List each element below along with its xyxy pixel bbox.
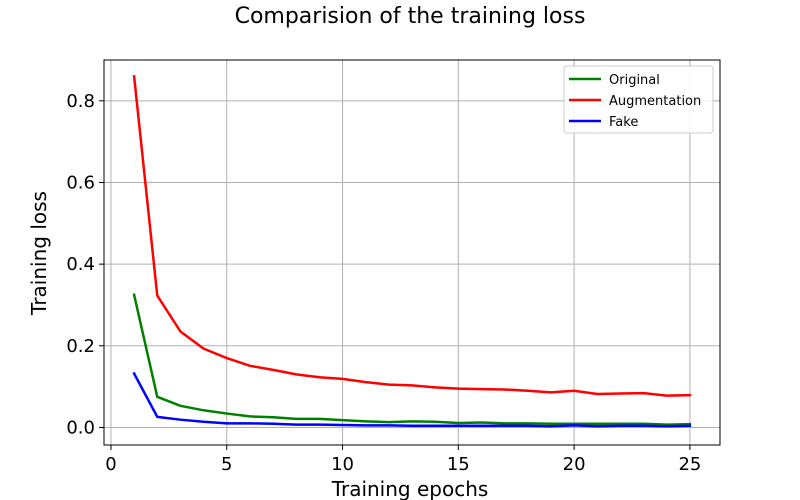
plot-frame <box>103 59 721 446</box>
chart-title: Comparision of the training loss <box>235 4 586 29</box>
x-tick-label: 10 <box>331 454 354 475</box>
x-axis-label: Training epochs <box>331 477 489 500</box>
x-tick-label: 25 <box>678 454 701 475</box>
series-lines <box>132 74 692 428</box>
y-tick-label: 0.0 <box>66 417 95 438</box>
legend-label-fake: Fake <box>609 115 638 130</box>
axis-ticks: 0 5 10 15 20 25 0.0 0.2 0.4 0.6 0.8 <box>66 91 701 475</box>
y-axis-label: Training loss <box>27 191 51 316</box>
y-tick-label: 0.2 <box>66 336 95 357</box>
x-tick-label: 15 <box>447 454 470 475</box>
y-tick-label: 0.6 <box>66 172 95 193</box>
series-line-original <box>132 293 692 426</box>
x-tick-label: 0 <box>105 454 116 475</box>
legend-label-augmentation: Augmentation <box>609 94 701 109</box>
x-tick-label: 20 <box>563 454 586 475</box>
y-tick-label: 0.4 <box>66 254 95 275</box>
series-line-augmentation <box>132 74 692 397</box>
legend: Original Augmentation Fake <box>563 65 714 134</box>
y-tick-label: 0.8 <box>66 91 95 112</box>
series-line-fake <box>132 371 692 428</box>
x-tick-label: 5 <box>221 454 232 475</box>
legend-box <box>563 65 714 134</box>
legend-label-original: Original <box>609 73 660 88</box>
